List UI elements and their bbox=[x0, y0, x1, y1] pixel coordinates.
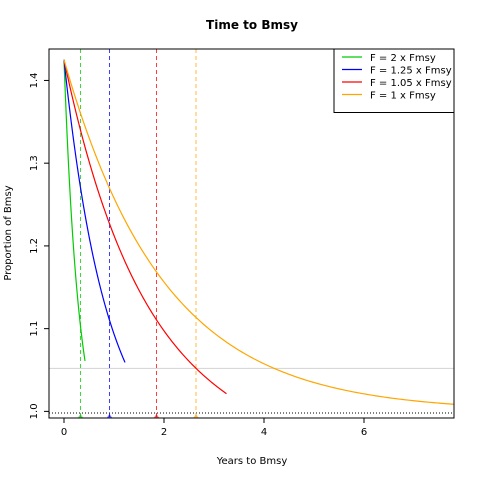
legend-box bbox=[333, 48, 455, 113]
x-axis-label: Years to Bmsy bbox=[216, 456, 288, 467]
x-tick-label-3: 6 bbox=[361, 427, 367, 438]
y-tick-label-2: 1.2 bbox=[29, 238, 40, 254]
series-line-0 bbox=[63, 59, 86, 362]
legend-label-3: F = 1 x Fmsy bbox=[370, 91, 436, 102]
series-line-3 bbox=[63, 59, 454, 405]
legend-label-2: F = 1.05 x Fmsy bbox=[370, 78, 452, 89]
years-marker-series-2 bbox=[154, 414, 159, 418]
y-axis-label: Proportion of Bmsy bbox=[3, 185, 14, 280]
legend-label-0: F = 2 x Fmsy bbox=[370, 53, 436, 64]
y-tick-label-3: 1.3 bbox=[29, 155, 40, 171]
chart-title: Time to Bmsy bbox=[206, 18, 298, 32]
axes: 0 2 4 6 1.0 1.1 1.2 1.3 1.4 bbox=[29, 72, 367, 438]
years-marker-series-1 bbox=[107, 414, 112, 418]
plot-area bbox=[49, 49, 454, 418]
x-tick-label-0: 0 bbox=[61, 427, 67, 438]
y-tick-label-4: 1.4 bbox=[29, 72, 40, 88]
series-line-2 bbox=[63, 59, 227, 395]
plot-clip-group bbox=[49, 49, 454, 418]
y-tick-label-1: 1.1 bbox=[29, 321, 40, 337]
x-tick-label-1: 2 bbox=[161, 427, 167, 438]
years-marker-series-0 bbox=[78, 414, 83, 418]
plot-frame bbox=[48, 48, 455, 419]
legend-label-1: F = 1.25 x Fmsy bbox=[370, 66, 452, 77]
y-tick-label-0: 1.0 bbox=[29, 403, 40, 419]
series-line-1 bbox=[63, 59, 126, 363]
x-tick-label-2: 4 bbox=[261, 427, 267, 438]
years-marker-series-3 bbox=[193, 414, 199, 418]
